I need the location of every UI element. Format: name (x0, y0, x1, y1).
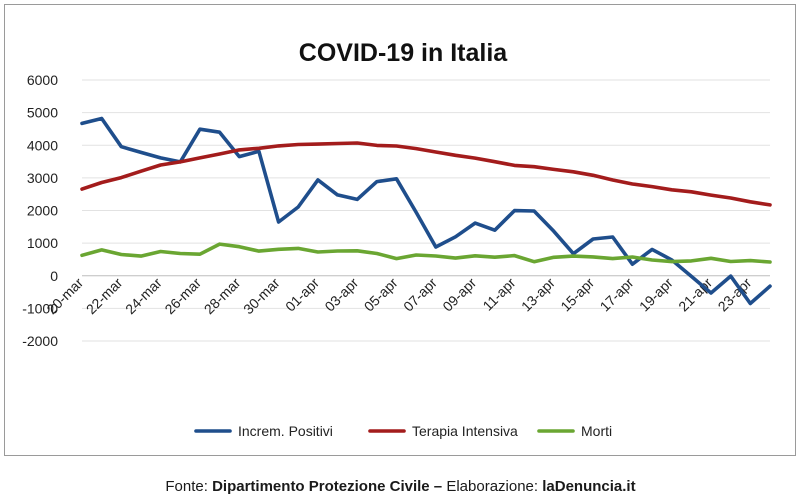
y-tick-label: -1000 (22, 300, 58, 316)
legend-label: Terapia Intensiva (412, 423, 518, 439)
x-tick-label: 24-mar (122, 274, 165, 317)
legend-label: Morti (581, 423, 612, 439)
footer-separator: – (429, 478, 447, 495)
y-tick-label: 0 (50, 268, 58, 284)
x-tick-label: 28-mar (201, 274, 244, 317)
footer-site: laDenuncia.it (542, 478, 636, 495)
y-axis-ticks: -2000 -1000 0 1000 2000 3000 4000 5000 6000 (22, 72, 58, 349)
x-tick-label: 30-mar (240, 274, 283, 317)
y-tick-label: 3000 (27, 170, 58, 186)
footer-source: Dipartimento Protezione Civile (212, 478, 430, 495)
series-line-terapia-intensiva (80, 141, 772, 207)
footer-prefix: Fonte: (165, 478, 213, 495)
chart-frame (4, 4, 796, 456)
source-footer: Fonte: Dipartimento Protezione Civile – … (0, 478, 801, 495)
x-tick-label: 22-mar (83, 274, 126, 317)
chart-title: COVID-19 in Italia (299, 39, 508, 67)
y-tick-label: 1000 (27, 235, 58, 251)
x-tick-label: 26-mar (161, 274, 204, 317)
y-tick-label: 2000 (27, 203, 58, 219)
series-lines (80, 116, 772, 306)
gridlines (82, 79, 770, 342)
y-tick-label: -2000 (22, 333, 58, 349)
legend-label: Increm. Positivi (238, 423, 333, 439)
line-chart: COVID-19 in Italia -2000 -1000 0 1000 2000 30… (22, 39, 772, 439)
y-tick-label: 4000 (27, 137, 58, 153)
y-tick-label: 6000 (27, 72, 58, 88)
footer-mid: Elaborazione: (446, 478, 543, 495)
y-tick-label: 5000 (27, 105, 58, 121)
legend: Increm. Positivi Terapia Intensiva Morti (194, 423, 612, 439)
series-line-morti (80, 242, 772, 264)
series-line-increm-positivi (80, 116, 772, 306)
x-tick-label: 11-apr (479, 274, 518, 313)
